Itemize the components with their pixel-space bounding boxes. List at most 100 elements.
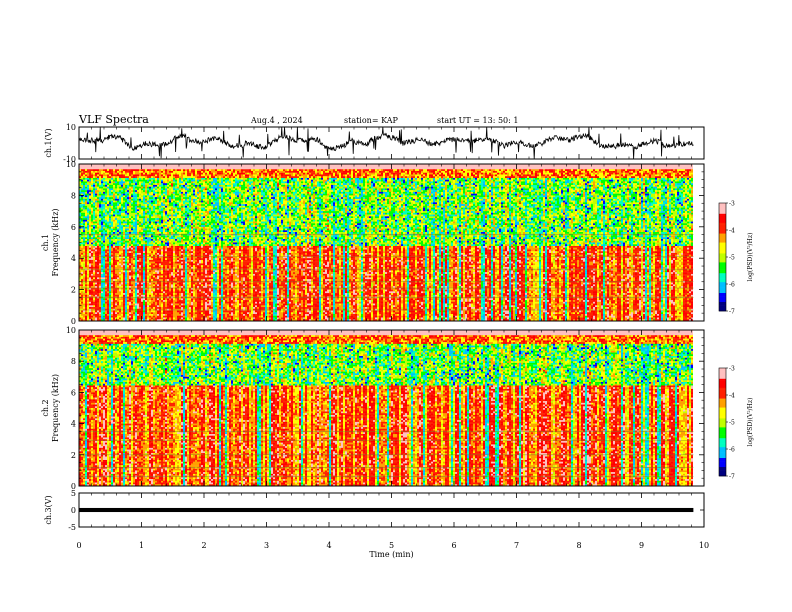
spec1-cell: [87, 222, 89, 224]
spec1-cell: [83, 316, 85, 318]
spec1-cell: [85, 316, 87, 318]
spec1-cell: [89, 183, 91, 185]
spec1-cell: [89, 180, 91, 182]
spec1-cell: [83, 202, 85, 204]
spec1-cell: [83, 213, 85, 215]
spec1-cell: [83, 241, 85, 243]
spec1-cell: [89, 236, 91, 238]
spec1-cell: [81, 236, 83, 238]
spec1-cell: [81, 251, 83, 253]
spec1-cell: [83, 178, 85, 180]
spec1-cell: [81, 314, 83, 316]
spec1-cell: [87, 220, 89, 222]
spec1-cell: [81, 213, 83, 215]
spec1-cell: [87, 307, 89, 309]
spec1-cell: [87, 204, 89, 206]
spec1-cell: [83, 270, 85, 272]
spec1-cell: [85, 312, 87, 314]
spec1-cell: [87, 260, 89, 262]
spec1-cell: [87, 208, 89, 210]
spec1-cell: [87, 216, 89, 218]
spec1-cell: [87, 239, 89, 241]
spec1-cell: [85, 187, 87, 189]
spec1-cell: [83, 295, 85, 297]
spec1-cell: [85, 291, 87, 293]
spec1-cell: [81, 244, 83, 246]
ch1-waveform-panel: 10-10ch.1(V): [44, 123, 704, 164]
spec1-cell: [85, 270, 87, 272]
spec1-cell: [81, 307, 83, 309]
spec1-cell: [81, 188, 83, 190]
spec1-cell: [85, 258, 87, 260]
spec1-cell: [89, 197, 91, 199]
spec1-cell: [87, 201, 89, 203]
spec1-cell: [89, 215, 91, 217]
spec1-cell: [85, 298, 87, 300]
spec1-cell: [89, 174, 91, 176]
spec1-cell: [89, 230, 91, 232]
spec1-cell: [87, 258, 89, 260]
spec1-cell: [81, 208, 83, 210]
spec1-cell: [83, 311, 85, 313]
spec1-cell: [83, 218, 85, 220]
spec1-cell: [85, 206, 87, 208]
spec1-cell: [81, 284, 83, 286]
spec1-cell: [87, 202, 89, 204]
spec1-cell: [89, 222, 91, 224]
spec1-cell: [87, 272, 89, 274]
spec1-cell: [87, 243, 89, 245]
spec1-cell: [87, 262, 89, 264]
spec1-cell: [85, 244, 87, 246]
spec1-cell: [83, 166, 85, 168]
spec1-cell: [89, 181, 91, 183]
spec1-cell: [85, 178, 87, 180]
spec1-cell: [83, 232, 85, 234]
spec1-cell: [89, 185, 91, 187]
spec1-cell: [81, 229, 83, 231]
spec1-cell: [85, 318, 87, 320]
spec1-cell: [85, 248, 87, 250]
spec1-cell: [81, 197, 83, 199]
spec1-cell: [81, 166, 83, 168]
spec1-cell: [87, 173, 89, 175]
spec1-cell: [83, 293, 85, 295]
spec1-cell: [83, 307, 85, 309]
spec1-cell: [85, 176, 87, 178]
spec1-cell: [85, 218, 87, 220]
spec1-cell: [89, 195, 91, 197]
spec1-cell: [85, 211, 87, 213]
spec1-cell: [85, 220, 87, 222]
spec1-cell: [83, 304, 85, 306]
spec1-cell: [87, 185, 89, 187]
spec1-cell: [83, 229, 85, 231]
spec1-cell: [81, 298, 83, 300]
spec1-cell: [83, 190, 85, 192]
spec1-cell: [85, 284, 87, 286]
spec1-cell: [87, 227, 89, 229]
spec1-cell: [81, 318, 83, 320]
spec1-cell: [87, 253, 89, 255]
spec1-cell: [89, 173, 91, 175]
spec1-cell: [89, 167, 91, 169]
spec1-cell: [89, 188, 91, 190]
spec1-cell: [87, 318, 89, 320]
spec1-cell: [81, 276, 83, 278]
spec1-cell: [87, 225, 89, 227]
spec1-cell: [81, 291, 83, 293]
spec1-cell: [85, 230, 87, 232]
ch1-waveform-ylabel: ch.1(V): [44, 128, 53, 157]
spec1-cell: [85, 279, 87, 281]
spec1-cell: [81, 267, 83, 269]
spec1-cell: [81, 167, 83, 169]
spec1-cell: [83, 277, 85, 279]
spec1-cell: [87, 209, 89, 211]
spec1-cell: [85, 265, 87, 267]
spec1-cell: [85, 307, 87, 309]
spec1-cell: [87, 178, 89, 180]
spec1-cell: [85, 222, 87, 224]
spec1-cell: [83, 318, 85, 320]
spec1-cell: [85, 190, 87, 192]
spec1-cell: [85, 305, 87, 307]
spec1-cell: [83, 265, 85, 267]
spec1-cell: [87, 230, 89, 232]
